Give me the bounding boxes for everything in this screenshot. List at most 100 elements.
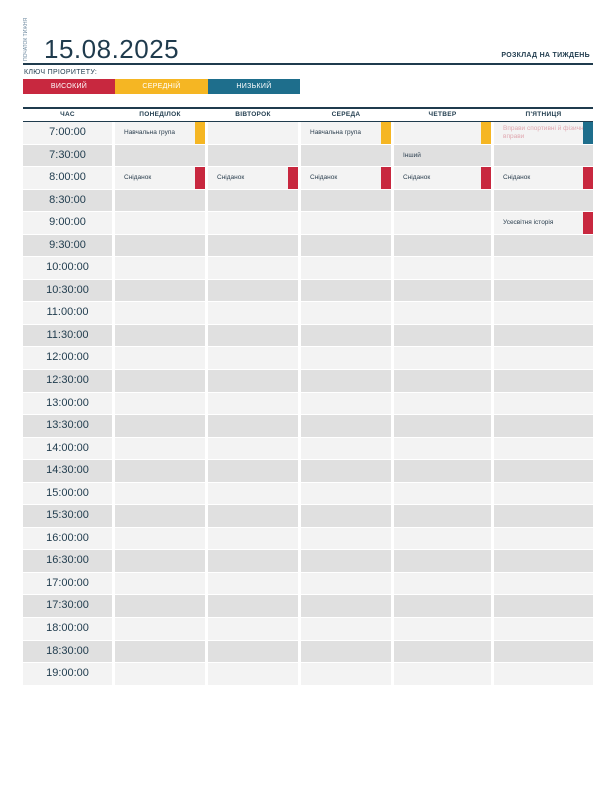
- schedule-cell-friday[interactable]: [494, 527, 593, 550]
- schedule-cell-wednesday[interactable]: [301, 595, 391, 618]
- schedule-cell-friday[interactable]: Усесвітня історія: [494, 212, 593, 234]
- schedule-cell-monday[interactable]: [115, 663, 205, 685]
- schedule-cell-tuesday[interactable]: [208, 663, 298, 685]
- schedule-cell-tuesday[interactable]: [208, 212, 298, 234]
- schedule-cell-tuesday[interactable]: [208, 550, 298, 572]
- schedule-cell-tuesday[interactable]: [208, 257, 298, 279]
- schedule-cell-tuesday[interactable]: [208, 279, 298, 302]
- schedule-cell-tuesday[interactable]: [208, 437, 298, 460]
- schedule-cell-wednesday[interactable]: [301, 212, 391, 234]
- schedule-cell-friday[interactable]: [494, 189, 593, 212]
- schedule-cell-wednesday[interactable]: [301, 505, 391, 527]
- schedule-cell-tuesday[interactable]: Сніданок: [208, 167, 298, 189]
- schedule-cell-thursday[interactable]: [394, 663, 491, 685]
- schedule-cell-thursday[interactable]: [394, 595, 491, 618]
- schedule-cell-friday[interactable]: [494, 640, 593, 663]
- schedule-cell-wednesday[interactable]: [301, 460, 391, 482]
- schedule-cell-wednesday[interactable]: [301, 279, 391, 302]
- schedule-cell-monday[interactable]: [115, 527, 205, 550]
- schedule-cell-friday[interactable]: [494, 370, 593, 392]
- schedule-cell-tuesday[interactable]: [208, 460, 298, 482]
- schedule-cell-friday[interactable]: [494, 415, 593, 437]
- schedule-cell-tuesday[interactable]: [208, 482, 298, 505]
- schedule-cell-thursday[interactable]: [394, 572, 491, 595]
- schedule-cell-thursday[interactable]: [394, 279, 491, 302]
- schedule-cell-thursday[interactable]: [394, 550, 491, 572]
- schedule-cell-wednesday[interactable]: [301, 324, 391, 347]
- schedule-cell-thursday[interactable]: [394, 122, 491, 144]
- schedule-cell-monday[interactable]: [115, 324, 205, 347]
- schedule-cell-tuesday[interactable]: [208, 572, 298, 595]
- schedule-cell-monday[interactable]: [115, 370, 205, 392]
- schedule-cell-friday[interactable]: [494, 302, 593, 324]
- schedule-cell-friday[interactable]: [494, 618, 593, 640]
- schedule-cell-thursday[interactable]: [394, 370, 491, 392]
- schedule-cell-wednesday[interactable]: [301, 618, 391, 640]
- schedule-cell-monday[interactable]: [115, 437, 205, 460]
- week-start-date[interactable]: 15.08.2025: [44, 34, 180, 64]
- schedule-cell-friday[interactable]: [494, 663, 593, 685]
- schedule-cell-monday[interactable]: [115, 460, 205, 482]
- schedule-cell-wednesday[interactable]: Сніданок: [301, 167, 391, 189]
- schedule-cell-friday[interactable]: Вправи спортивні й фізичні вправи: [494, 122, 593, 144]
- schedule-cell-wednesday[interactable]: [301, 663, 391, 685]
- schedule-cell-friday[interactable]: [494, 279, 593, 302]
- schedule-cell-thursday[interactable]: [394, 257, 491, 279]
- schedule-cell-thursday[interactable]: [394, 437, 491, 460]
- schedule-cell-monday[interactable]: [115, 189, 205, 212]
- schedule-cell-friday[interactable]: [494, 324, 593, 347]
- schedule-cell-thursday[interactable]: [394, 527, 491, 550]
- schedule-cell-thursday[interactable]: Інший: [394, 144, 491, 167]
- schedule-cell-thursday[interactable]: [394, 234, 491, 257]
- schedule-cell-tuesday[interactable]: [208, 640, 298, 663]
- schedule-cell-thursday[interactable]: [394, 189, 491, 212]
- schedule-cell-thursday[interactable]: [394, 460, 491, 482]
- schedule-cell-monday[interactable]: [115, 415, 205, 437]
- schedule-cell-monday[interactable]: [115, 550, 205, 572]
- schedule-cell-tuesday[interactable]: [208, 347, 298, 370]
- schedule-cell-monday[interactable]: [115, 595, 205, 618]
- schedule-cell-wednesday[interactable]: [301, 347, 391, 370]
- schedule-cell-wednesday[interactable]: Навчальна група: [301, 122, 391, 144]
- schedule-cell-friday[interactable]: [494, 505, 593, 527]
- schedule-cell-friday[interactable]: Сніданок: [494, 167, 593, 189]
- schedule-cell-friday[interactable]: [494, 572, 593, 595]
- schedule-cell-thursday[interactable]: [394, 392, 491, 415]
- schedule-cell-thursday[interactable]: [394, 324, 491, 347]
- schedule-cell-thursday[interactable]: [394, 640, 491, 663]
- schedule-cell-friday[interactable]: [494, 347, 593, 370]
- schedule-cell-wednesday[interactable]: [301, 640, 391, 663]
- schedule-cell-monday[interactable]: [115, 572, 205, 595]
- schedule-cell-thursday[interactable]: [394, 212, 491, 234]
- schedule-cell-wednesday[interactable]: [301, 392, 391, 415]
- schedule-cell-monday[interactable]: [115, 347, 205, 370]
- schedule-cell-tuesday[interactable]: [208, 122, 298, 144]
- schedule-cell-wednesday[interactable]: [301, 482, 391, 505]
- schedule-cell-friday[interactable]: [494, 392, 593, 415]
- schedule-cell-tuesday[interactable]: [208, 527, 298, 550]
- schedule-cell-tuesday[interactable]: [208, 324, 298, 347]
- schedule-cell-monday[interactable]: [115, 144, 205, 167]
- schedule-cell-friday[interactable]: [494, 144, 593, 167]
- schedule-cell-tuesday[interactable]: [208, 144, 298, 167]
- schedule-cell-tuesday[interactable]: [208, 595, 298, 618]
- schedule-cell-thursday[interactable]: [394, 618, 491, 640]
- schedule-cell-monday[interactable]: [115, 302, 205, 324]
- schedule-cell-friday[interactable]: [494, 595, 593, 618]
- schedule-cell-monday[interactable]: [115, 212, 205, 234]
- schedule-cell-wednesday[interactable]: [301, 144, 391, 167]
- schedule-cell-tuesday[interactable]: [208, 370, 298, 392]
- schedule-cell-tuesday[interactable]: [208, 505, 298, 527]
- schedule-cell-thursday[interactable]: [394, 482, 491, 505]
- schedule-cell-monday[interactable]: [115, 392, 205, 415]
- schedule-cell-wednesday[interactable]: [301, 415, 391, 437]
- schedule-cell-friday[interactable]: [494, 437, 593, 460]
- schedule-cell-monday[interactable]: [115, 618, 205, 640]
- schedule-cell-wednesday[interactable]: [301, 527, 391, 550]
- schedule-cell-wednesday[interactable]: [301, 437, 391, 460]
- schedule-cell-tuesday[interactable]: [208, 618, 298, 640]
- schedule-cell-monday[interactable]: [115, 279, 205, 302]
- schedule-cell-thursday[interactable]: [394, 415, 491, 437]
- schedule-cell-monday[interactable]: [115, 505, 205, 527]
- schedule-cell-friday[interactable]: [494, 257, 593, 279]
